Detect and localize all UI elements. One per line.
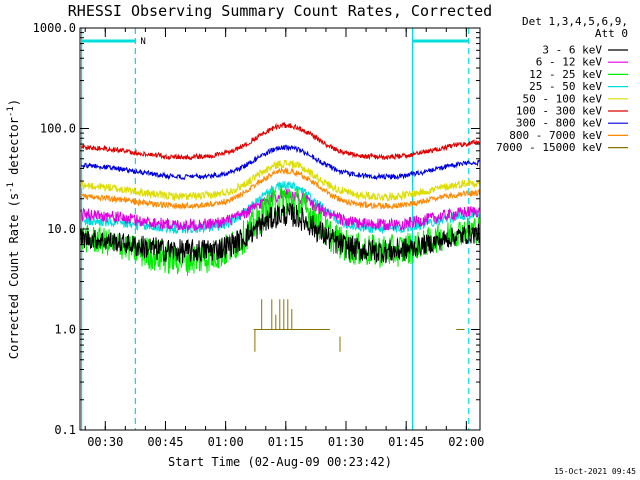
y-tick-label: 1000.0 (33, 21, 76, 35)
legend-label: 3 - 6 keV (542, 44, 602, 57)
legend-header: Det 1,3,4,5,6,9, Att 0 (522, 15, 628, 40)
chart-title: RHESSI Observing Summary Count Rates, Co… (68, 2, 492, 20)
series-800-7000-kev (80, 166, 480, 210)
legend-header-line-1: Det 1,3,4,5,6,9, (522, 15, 628, 28)
legend-header-line-2: Att 0 (595, 27, 628, 40)
x-axis: 00:30 00:45 01:00 01:15 01:30 01:45 02:00 (84, 28, 484, 449)
legend-label: 300 - 800 keV (516, 117, 602, 130)
x-tick-label: 01:15 (268, 435, 304, 449)
y-axis-label: Corrected Count Rate (s-1 detector-1) (6, 99, 21, 359)
x-tick-label: 01:00 (208, 435, 244, 449)
x-tick-label: 01:30 (328, 435, 364, 449)
x-tick-label: 00:45 (147, 435, 183, 449)
x-axis-label: Start Time (02-Aug-09 00:23:42) (168, 455, 392, 469)
legend-label: 7000 - 15000 keV (496, 141, 602, 154)
y-axis: 0.1 1.0 10.0 100.0 1000.0 (33, 21, 480, 437)
x-tick-label: 01:45 (388, 435, 424, 449)
x-tick-label: 02:00 (448, 435, 484, 449)
legend-label: 25 - 50 keV (529, 80, 602, 93)
y-tick-label: 0.1 (54, 423, 76, 437)
legend-label: 6 - 12 keV (536, 56, 603, 69)
legend-label: 100 - 300 keV (516, 105, 602, 118)
series-3-6-kev (80, 202, 480, 264)
x-tick-label: 00:30 (87, 435, 123, 449)
series-300-800-kev (81, 144, 480, 181)
legend-label: 50 - 100 keV (523, 92, 603, 105)
legend-label: 800 - 7000 keV (509, 129, 602, 142)
legend-label: 12 - 25 keV (529, 68, 602, 81)
series-100-300-kev (80, 121, 480, 161)
series-50-100-kev (80, 159, 480, 203)
y-tick-label: 10.0 (47, 222, 76, 236)
night-flag-label: N (140, 37, 145, 47)
y-tick-label: 1.0 (54, 323, 76, 337)
series-7000-15000-kev (253, 299, 465, 352)
y-tick-label: 100.0 (40, 122, 76, 136)
timestamp: 15-Oct-2021 09:45 (554, 467, 636, 476)
series-layer (80, 121, 480, 352)
